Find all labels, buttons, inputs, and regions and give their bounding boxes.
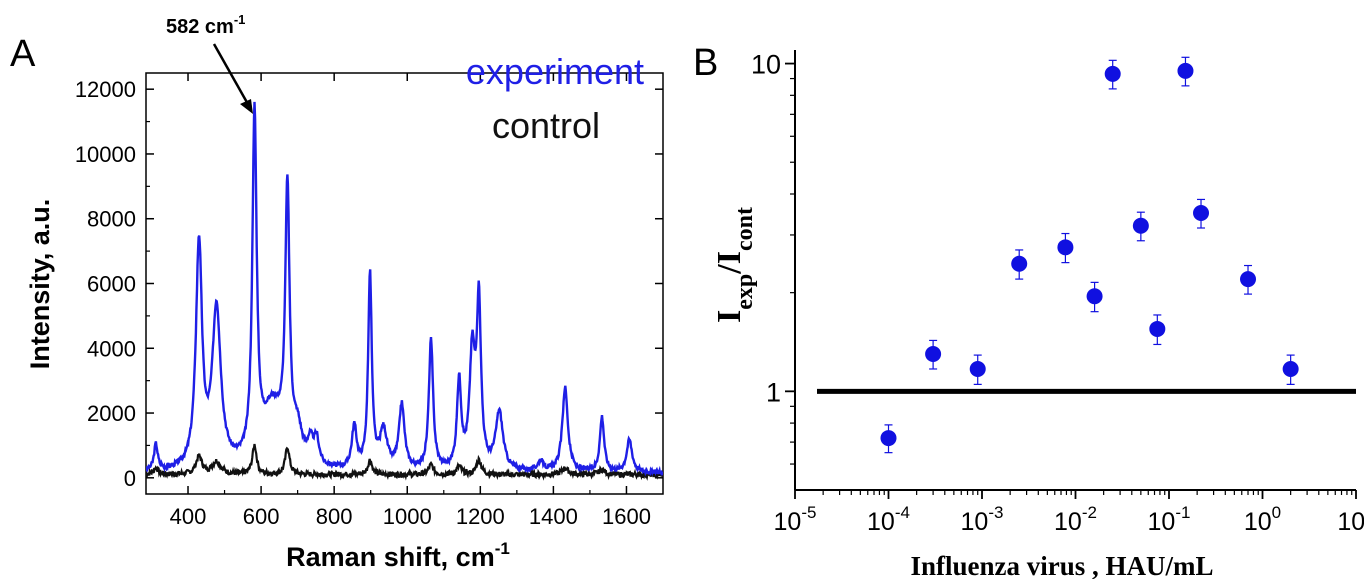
panel-a-x-axis-label: Raman shift, cm-1	[286, 539, 510, 572]
panel-b-x-tick-label: 10-4	[867, 503, 910, 536]
panel-b-x-tick-label: 101	[1337, 503, 1364, 536]
peak-annotation-arrow	[212, 43, 253, 114]
panel-b-y-label-sub1: exp	[732, 274, 758, 310]
panel-b-x-tick-label: 10-1	[1148, 503, 1191, 536]
panel-a-x-tick-label: 600	[243, 504, 280, 529]
panel-a-tick-labels: 400 600 800 1000 1200 1400 1600 0 2000 4000 6000 80…	[75, 77, 651, 529]
panel-b-axes	[785, 50, 1357, 499]
panel-b-y-label-i: I	[711, 310, 748, 323]
panel-a-x-tick-label: 400	[170, 504, 207, 529]
panel-a-y-tick-label: 6000	[87, 272, 136, 297]
data-point	[925, 345, 942, 362]
panel-a-series	[146, 101, 663, 481]
panel-a-y-tick-label: 2000	[87, 401, 136, 426]
panel-a-x-tick-label: 1200	[456, 504, 505, 529]
panel-a-x-tick-label: 1600	[602, 504, 651, 529]
panel-b-x-tick-label: 100	[1244, 503, 1281, 536]
panel-b-tick-labels: 10-5 10-4 10-3 10-2 10-1 100 101 1 10	[751, 50, 1364, 536]
series-experiment	[146, 101, 663, 477]
data-point	[1177, 62, 1194, 79]
panel-b-y-tick-label: 10	[751, 50, 781, 80]
data-point	[1193, 205, 1210, 222]
panel-a-x-tick-label: 1000	[383, 504, 432, 529]
panel-label-b: B	[693, 42, 718, 84]
panel-a-y-tick-label: 10000	[75, 142, 136, 167]
panel-a-y-tick-label: 12000	[75, 77, 136, 102]
legend-control: control	[492, 105, 600, 146]
panel-a-x-tick-label: 800	[316, 504, 353, 529]
peak-annotation: 582 cm-1	[166, 12, 245, 38]
panel-a-axes	[145, 72, 664, 495]
peak-annotation-text: 582 cm	[166, 16, 234, 38]
panel-a-x-axis-label-text: Raman shift, cm	[286, 542, 495, 572]
panel-a-y-axis-label: Intensity, a.u.	[25, 199, 55, 370]
panel-b-x-tick-label: 10-3	[961, 503, 1004, 536]
panel-a-x-tick-label: 1400	[529, 504, 578, 529]
data-point	[1057, 239, 1074, 256]
peak-annotation-sup: -1	[234, 12, 246, 27]
panel-b: B 10-5 10-4 10-3 10-2 10-1 100 101 1 10 Iexp/Ico…	[693, 42, 1364, 579]
data-point	[1132, 217, 1149, 234]
panel-b-y-tick-label: 1	[766, 377, 781, 407]
panel-b-y-axis-label: Iexp/Icont	[711, 207, 758, 323]
panel-a: A 400 600 800 1000 1200 1400 1600 0 2000 4000 6000…	[10, 12, 664, 572]
data-point	[1282, 360, 1299, 377]
panel-a-y-tick-label: 4000	[87, 336, 136, 361]
panel-a-x-axis-label-sup: -1	[495, 539, 510, 558]
panel-b-points	[817, 56, 1356, 454]
panel-b-y-label-sub2: cont	[732, 207, 758, 251]
panel-b-y-label-mid: /I	[711, 251, 748, 275]
data-point	[1240, 271, 1257, 288]
series-control	[146, 443, 663, 481]
legend-experiment: experiment	[466, 51, 644, 92]
panel-a-y-tick-label: 0	[124, 466, 136, 491]
panel-b-x-tick-label: 10-2	[1054, 503, 1097, 536]
data-point	[1086, 288, 1103, 305]
data-point	[880, 430, 897, 447]
panel-b-x-axis-label: Influenza virus , HAU/mL	[910, 551, 1213, 579]
data-point	[1011, 255, 1028, 272]
data-point	[1149, 320, 1166, 337]
data-point	[1104, 65, 1121, 82]
data-point	[969, 360, 986, 377]
panel-a-y-tick-label: 8000	[87, 207, 136, 232]
panel-label-a: A	[10, 33, 36, 75]
panel-b-x-tick-label: 10-5	[774, 503, 817, 536]
